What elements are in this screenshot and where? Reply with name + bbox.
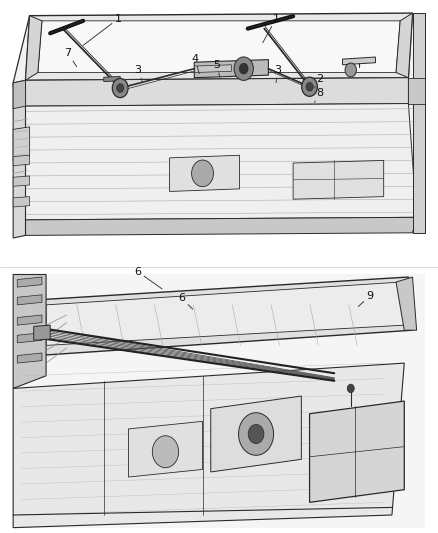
Polygon shape — [34, 325, 50, 341]
Text: 8: 8 — [314, 88, 323, 102]
Circle shape — [112, 78, 128, 98]
Polygon shape — [413, 13, 425, 233]
Polygon shape — [13, 274, 46, 389]
Polygon shape — [17, 333, 42, 343]
Polygon shape — [38, 277, 413, 356]
Polygon shape — [13, 127, 30, 160]
Circle shape — [117, 84, 124, 92]
Circle shape — [345, 63, 357, 77]
Text: 3: 3 — [275, 66, 282, 83]
Circle shape — [347, 384, 354, 393]
Polygon shape — [104, 76, 120, 82]
Polygon shape — [13, 197, 30, 207]
Polygon shape — [13, 155, 30, 166]
Polygon shape — [13, 15, 425, 225]
Polygon shape — [13, 274, 425, 528]
Polygon shape — [194, 60, 268, 78]
Polygon shape — [25, 78, 408, 106]
Text: 1: 1 — [83, 14, 122, 45]
Polygon shape — [408, 78, 425, 103]
Polygon shape — [17, 277, 42, 287]
Text: 3: 3 — [134, 66, 142, 82]
Polygon shape — [396, 277, 417, 330]
Circle shape — [234, 57, 253, 80]
Text: 4: 4 — [191, 54, 199, 74]
Circle shape — [302, 77, 318, 96]
Polygon shape — [13, 80, 25, 238]
Polygon shape — [21, 217, 417, 236]
Circle shape — [191, 160, 213, 187]
Text: 9: 9 — [358, 291, 374, 306]
Text: 6: 6 — [134, 267, 162, 289]
Polygon shape — [25, 15, 42, 80]
Polygon shape — [25, 13, 413, 80]
Polygon shape — [17, 353, 42, 363]
Polygon shape — [128, 421, 202, 477]
Polygon shape — [310, 401, 404, 502]
Polygon shape — [38, 21, 400, 72]
Polygon shape — [194, 65, 231, 72]
Polygon shape — [293, 160, 384, 199]
Text: 1: 1 — [263, 14, 279, 43]
Polygon shape — [17, 295, 42, 305]
Text: 5: 5 — [213, 60, 220, 77]
Polygon shape — [170, 155, 240, 191]
Polygon shape — [396, 13, 413, 78]
Polygon shape — [13, 80, 25, 109]
Circle shape — [248, 424, 264, 443]
Polygon shape — [17, 315, 42, 325]
Polygon shape — [46, 282, 404, 345]
Text: 6: 6 — [178, 294, 193, 309]
Polygon shape — [343, 57, 375, 65]
Text: 2: 2 — [314, 74, 323, 88]
Polygon shape — [13, 176, 30, 187]
Circle shape — [239, 413, 274, 455]
Polygon shape — [21, 103, 417, 220]
Circle shape — [306, 83, 313, 91]
Circle shape — [239, 63, 248, 74]
Polygon shape — [211, 396, 301, 472]
Text: 7: 7 — [64, 49, 77, 67]
Circle shape — [152, 436, 179, 468]
Polygon shape — [13, 363, 404, 528]
